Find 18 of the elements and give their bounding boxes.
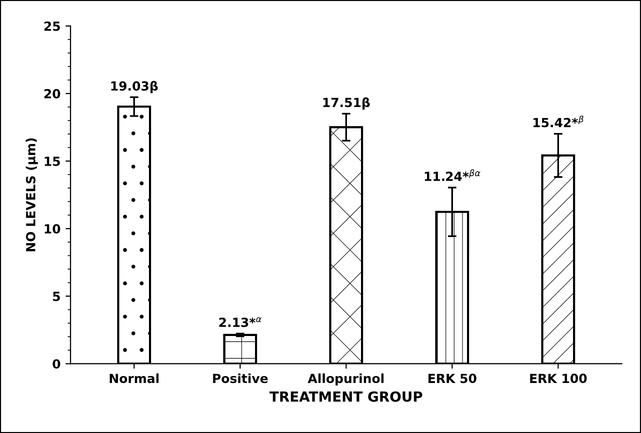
y-tick-label: 5: [53, 292, 60, 302]
y-tick-label: 0: [52, 359, 60, 369]
x-tick-label: Allopurinol: [308, 373, 384, 386]
x-axis-title: TREATMENT GROUP: [270, 391, 422, 402]
data-label: 15.42*$^{β}$: [534, 116, 584, 128]
y-tick-label: 10: [44, 224, 60, 234]
y-tick-label: 20: [44, 89, 60, 98]
y-axis-title: NO LEVELS (µm): [26, 138, 38, 252]
data-label: 19.03β: [111, 80, 158, 94]
data-label: 11.24*$^{βα}$: [424, 169, 480, 181]
data-label: 17.51β: [323, 97, 370, 110]
y-tick-label: 25: [44, 21, 60, 31]
x-tick-label: Normal: [110, 373, 159, 384]
x-tick-label: ERK 50: [428, 374, 476, 384]
data-label: 2.13*$^{α}$: [219, 317, 262, 328]
y-tick-label: 15: [44, 156, 60, 166]
x-tick-label: Positive: [213, 373, 268, 384]
x-tick-label: ERK 100: [530, 374, 587, 384]
